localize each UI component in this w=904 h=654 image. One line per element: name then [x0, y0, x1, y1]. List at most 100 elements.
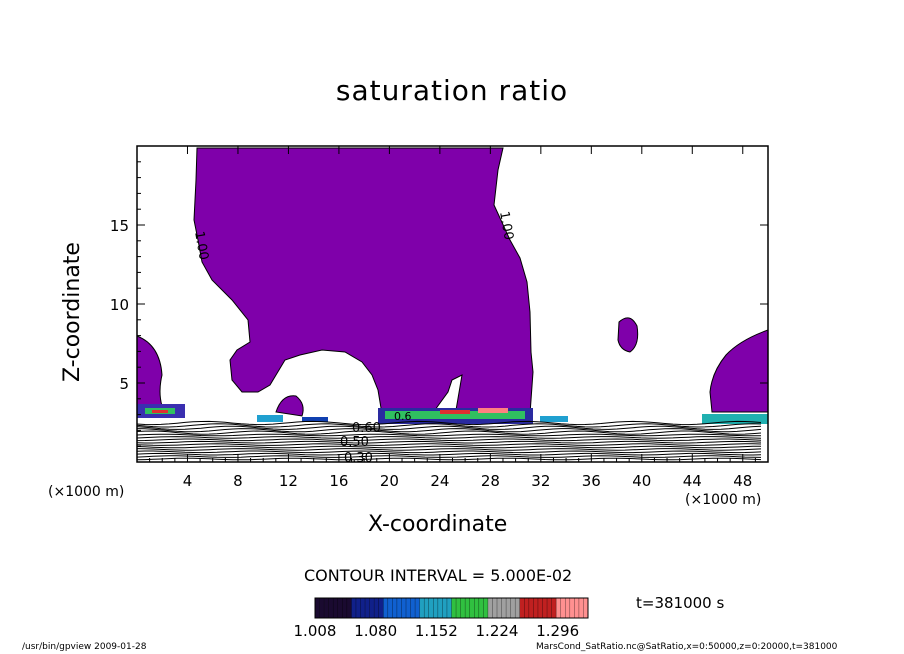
colorbar-tick-label: 1.224 [476, 622, 519, 640]
colorbar-swatch [424, 598, 430, 618]
contour-label: 0.30 [344, 451, 373, 466]
colorbar-swatch [315, 598, 320, 618]
stable-layer-contour [137, 438, 762, 442]
x-tick-label: 16 [329, 472, 348, 490]
colorbar-ticks: 1.008 1.080 1.152 1.224 1.296 [294, 622, 580, 640]
colorbar-swatch [460, 598, 466, 618]
colorbar-swatch [537, 598, 543, 618]
colorbar-swatch [437, 598, 443, 618]
colorbar-swatch [487, 598, 493, 618]
band-right [702, 414, 768, 424]
stable-layer-contour [137, 443, 762, 446]
colorbar-swatch [574, 598, 580, 618]
y-tick-label: 15 [110, 217, 129, 235]
x-tick-label: 4 [183, 472, 193, 490]
stable-layer-contour [137, 445, 762, 449]
colorbar-swatch [401, 598, 407, 618]
colorbar-swatch [324, 598, 329, 618]
band-16 [302, 417, 328, 422]
colorbar-swatch [378, 598, 384, 618]
colorbar-swatch [547, 598, 552, 618]
contour-fill-small-1 [275, 395, 304, 417]
colorbar-swatch [519, 598, 525, 618]
stable-layer-contour [137, 430, 762, 435]
y-axis-label: Z-coordinate [60, 242, 85, 382]
footer-right: MarsCond_SatRatio.nc@SatRatio,x=0:50000,… [536, 642, 838, 652]
band-center-hot-2 [478, 408, 508, 413]
colorbar-swatch [501, 598, 507, 618]
contour-label: 1.00 [191, 230, 211, 261]
x-unit-right: (×1000 m) [685, 492, 762, 508]
colorbar-swatch [415, 598, 420, 618]
stable-layer-contour [137, 455, 762, 458]
colorbar-swatch [342, 598, 348, 618]
x-axis-label: X-coordinate [368, 512, 508, 537]
chart-title: saturation ratio [335, 74, 569, 107]
contour-label-group: 1.00 1.00 0.30 0.50 0.60 0.6 [191, 210, 516, 466]
contour-label: 0.60 [352, 421, 381, 436]
stable-layer-contour [137, 423, 762, 428]
colorbar-swatch [497, 598, 502, 618]
colorbar-swatch [419, 598, 425, 618]
colorbar-swatch [360, 598, 366, 618]
colorbar-swatch [569, 598, 575, 618]
stable-layer-contour [137, 440, 762, 444]
x-tick-label: 8 [233, 472, 243, 490]
colorbar-swatch [337, 598, 343, 618]
colorbar-swatch [333, 598, 339, 618]
colorbar-swatch [533, 598, 539, 618]
x-tick-label: 24 [430, 472, 449, 490]
colorbar-swatch [442, 598, 448, 618]
colorbar-swatch [355, 598, 361, 618]
stable-layer-contour [137, 450, 762, 454]
colorbar-tick-label: 1.296 [536, 622, 579, 640]
colorbar-tick-label: 1.008 [294, 622, 337, 640]
colorbar-swatch [396, 598, 402, 618]
colorbar [314, 598, 589, 618]
colorbar-swatch [433, 598, 439, 618]
stable-layer-contour [137, 428, 762, 433]
contour-fill-main [193, 147, 534, 417]
colorbar-swatch [565, 598, 571, 618]
stable-layer-contour [137, 436, 762, 439]
contour-fill-left-edge [137, 335, 163, 409]
colorbar-swatch [428, 598, 434, 618]
colorbar-swatch [383, 598, 389, 618]
footer-left: /usr/bin/gpview 2009-01-28 [22, 642, 147, 652]
contour-fill-right-edge [709, 329, 768, 413]
band-center-hot-1 [440, 410, 470, 414]
x-unit-left: (×1000 m) [48, 484, 125, 500]
colorbar-swatch [456, 598, 461, 618]
contour-label: 1.00 [496, 210, 516, 241]
contour-interval: CONTOUR INTERVAL = 5.000E-02 [304, 566, 573, 585]
colorbar-swatch [374, 598, 379, 618]
colorbar-swatch [542, 598, 548, 618]
colorbar-swatch [524, 598, 530, 618]
colorbar-swatch [465, 598, 470, 618]
colorbar-swatch [392, 598, 398, 618]
colorbar-swatch [578, 598, 584, 618]
x-axis: 4 8 12 16 20 24 28 32 36 40 44 48 [149, 146, 756, 490]
colorbar-tick-label: 1.080 [354, 622, 397, 640]
colorbar-swatch [492, 598, 498, 618]
colorbar-swatch [510, 598, 516, 618]
contour-label: 0.6 [394, 410, 412, 423]
colorbar-swatch [319, 598, 325, 618]
colorbar-swatch [506, 598, 511, 618]
x-tick-label: 20 [380, 472, 399, 490]
x-tick-label: 36 [582, 472, 601, 490]
x-tick-label: 12 [279, 472, 298, 490]
y-tick-label: 10 [110, 296, 129, 314]
stable-layer-contour [137, 457, 762, 461]
y-axis: 5 10 15 [110, 161, 768, 447]
colorbar-swatch [410, 598, 416, 618]
colorbar-swatch [515, 598, 521, 618]
colorbar-swatch [369, 598, 375, 618]
colorbar-swatch [346, 598, 352, 618]
colorbar-swatch [446, 598, 452, 618]
stable-layer-contour [137, 420, 762, 426]
stable-layer-contour [137, 452, 762, 456]
band-33 [540, 416, 568, 422]
colorbar-swatch [483, 598, 489, 618]
